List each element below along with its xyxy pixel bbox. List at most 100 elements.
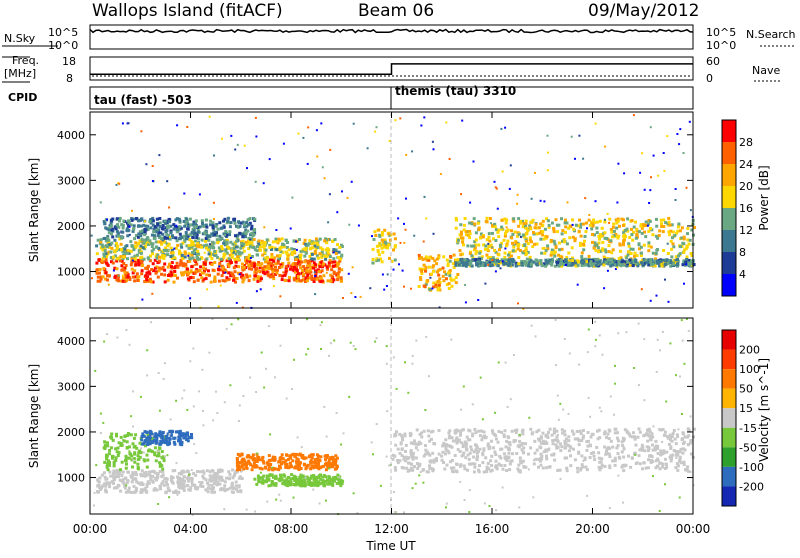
velocity-cell <box>674 438 677 441</box>
velocity-cell <box>647 458 650 461</box>
velocity-cell <box>498 455 501 458</box>
velocity-cell <box>211 480 214 483</box>
power-cell <box>640 261 643 264</box>
power-cell <box>618 257 621 260</box>
velocity-cell <box>415 443 418 446</box>
velocity-cell <box>148 482 151 485</box>
power-cell <box>667 230 670 233</box>
power-cell <box>382 274 384 276</box>
power-cell <box>149 226 152 229</box>
power-cell <box>115 242 118 245</box>
velocity-cell <box>405 467 408 470</box>
power-cell <box>590 227 593 230</box>
power-cell <box>575 224 578 227</box>
velocity-cell <box>159 463 162 466</box>
power-cell <box>116 267 119 270</box>
velocity-cell <box>105 455 108 458</box>
power-cell <box>186 268 189 271</box>
power-cell <box>167 274 170 277</box>
power-cell <box>314 263 317 266</box>
velocity-cell <box>287 476 290 479</box>
power-cell <box>635 237 638 240</box>
power-cell <box>253 263 256 266</box>
power-cell <box>110 242 113 245</box>
power-cell <box>106 237 109 240</box>
power-cell <box>381 239 384 242</box>
power-cell <box>560 262 563 265</box>
power-cell <box>670 248 673 251</box>
velocity-cell <box>98 477 100 479</box>
velocity-cell <box>553 459 556 462</box>
power-cell <box>158 260 161 263</box>
power-cell <box>499 245 502 248</box>
velocity-cell <box>493 451 496 454</box>
power-cell <box>176 217 179 220</box>
velocity-cell <box>120 474 123 477</box>
power-cell <box>393 233 396 236</box>
power-cell <box>91 235 93 237</box>
velocity-cell <box>477 430 480 433</box>
velocity-cell <box>484 436 487 439</box>
velocity-cell <box>438 429 441 432</box>
velocity-cell <box>516 468 519 471</box>
velocity-cell <box>290 480 293 483</box>
power-colorbar-tick: 8 <box>739 246 746 259</box>
power-cell <box>617 163 619 165</box>
power-cell <box>327 279 330 282</box>
power-cell <box>304 239 307 242</box>
velocity-cell <box>320 465 323 468</box>
power-cell <box>672 263 675 266</box>
velocity-cell <box>213 476 216 479</box>
power-cell <box>111 218 114 221</box>
power-cell <box>234 234 237 237</box>
velocity-cell <box>606 433 609 436</box>
power-cell <box>547 135 549 137</box>
velocity-cell <box>531 325 533 327</box>
cpid-label: CPID <box>8 91 37 104</box>
power-cell <box>192 257 195 260</box>
power-cell <box>568 236 571 239</box>
power-cell <box>431 288 433 290</box>
power-cell <box>520 236 522 238</box>
power-cell <box>178 237 181 240</box>
power-cell <box>124 271 127 274</box>
power-cell <box>436 258 439 261</box>
power-cell <box>312 267 315 270</box>
power-cell <box>613 230 616 233</box>
velocity-cell <box>211 469 214 472</box>
velocity-cell <box>319 473 322 476</box>
velocity-cell <box>119 490 122 493</box>
power-cell <box>206 288 208 290</box>
power-cell <box>205 257 208 260</box>
velocity-cell <box>155 438 158 441</box>
power-cell <box>120 243 123 246</box>
velocity-cell <box>672 432 675 435</box>
velocity-cell <box>212 486 215 489</box>
velocity-cell <box>646 440 649 443</box>
velocity-cell <box>421 469 424 472</box>
power-cell <box>540 262 543 265</box>
velocity-cell <box>201 485 204 488</box>
power-cell <box>429 277 431 279</box>
velocity-cell <box>304 483 307 486</box>
power-cell <box>131 268 134 271</box>
velocity-cell <box>477 450 480 453</box>
power-cell <box>460 236 463 239</box>
power-cell <box>655 252 658 255</box>
velocity-cell <box>160 441 163 444</box>
velocity-cell <box>542 467 545 470</box>
power-cell <box>210 281 213 284</box>
velocity-cell <box>393 434 396 437</box>
power-cell <box>507 254 510 257</box>
velocity-cell <box>277 478 280 481</box>
velocity-cell <box>459 481 461 483</box>
power-cell <box>300 253 303 256</box>
nsky-label: N.Sky <box>4 32 36 45</box>
power-cell <box>411 150 413 152</box>
velocity-cell <box>463 464 466 467</box>
power-cell <box>169 231 172 234</box>
power-cell <box>529 227 532 230</box>
power-cell <box>448 287 451 290</box>
power-cell <box>685 247 688 250</box>
velocity-cell <box>324 458 327 461</box>
